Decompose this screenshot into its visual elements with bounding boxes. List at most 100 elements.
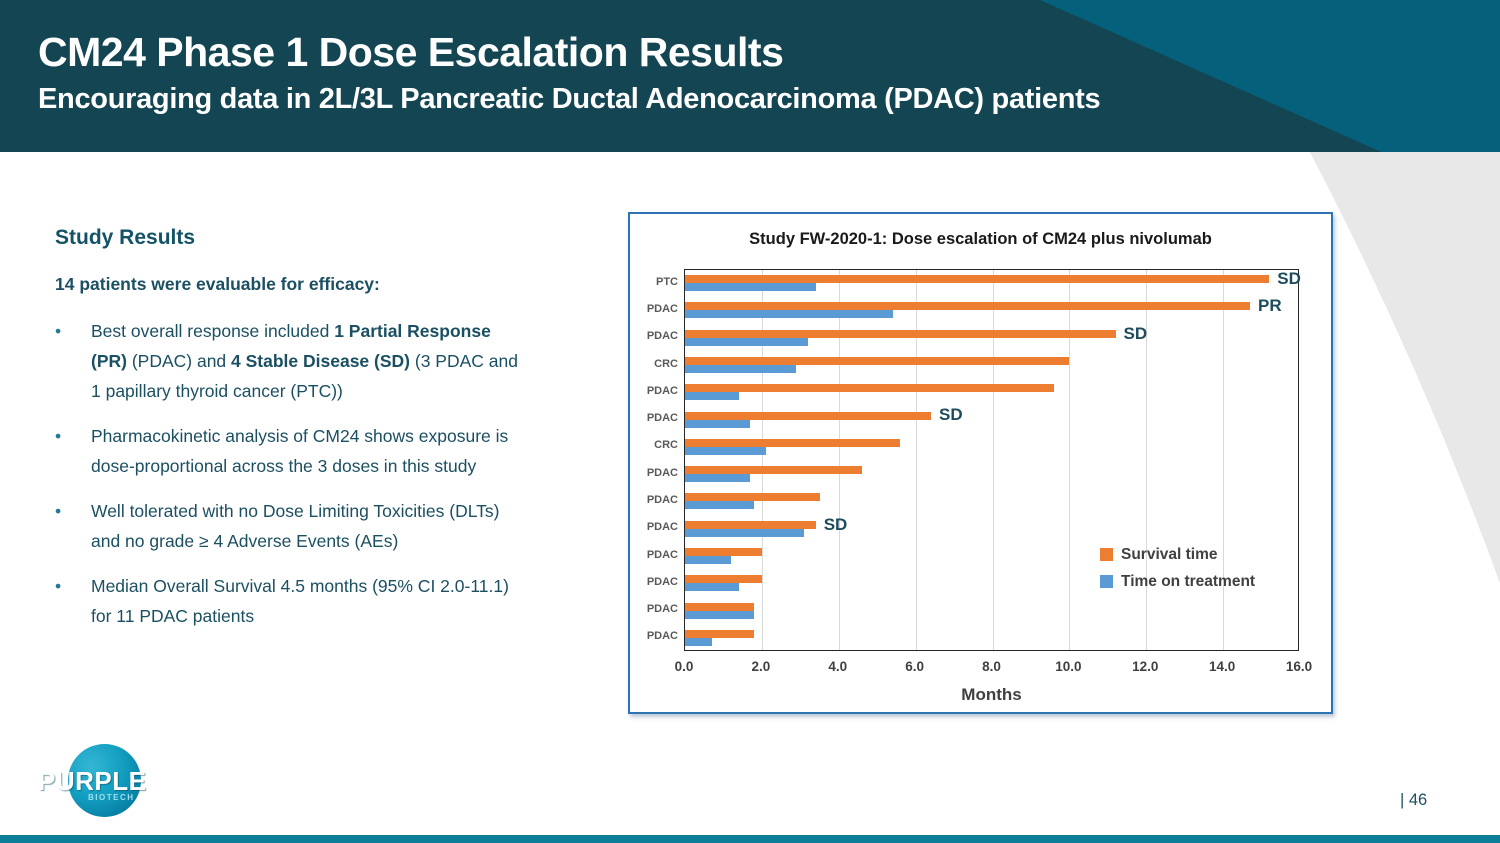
treatment-bar	[685, 556, 732, 565]
category-label: PDAC	[646, 603, 678, 616]
study-results-section: Study Results 14 patients were evaluable…	[55, 226, 560, 646]
response-annotation-sd: SD	[823, 514, 848, 534]
treatment-bar	[685, 419, 751, 428]
response-annotation-sd: SD	[1277, 269, 1301, 288]
treatment-bar	[685, 365, 797, 374]
category-label: PDAC	[646, 330, 678, 343]
treatment-bar	[685, 610, 755, 619]
survival-bar	[685, 602, 755, 611]
gridline	[1069, 270, 1071, 650]
treatment-bar	[685, 528, 805, 537]
x-axis-label: Months	[961, 685, 1022, 704]
survival-bar	[685, 384, 1054, 393]
company-logo: PURPLE BIOTECH	[38, 740, 198, 825]
survival-bar	[685, 329, 1116, 338]
survival-bar	[685, 575, 762, 584]
treatment-bar	[685, 637, 712, 646]
legend-entry: Survival time	[1100, 541, 1255, 568]
treatment-bar	[685, 446, 766, 455]
treatment-bar	[685, 310, 893, 319]
survival-bar	[685, 275, 1270, 284]
treatment-bar	[685, 583, 739, 592]
x-tick-label: 12.0	[1132, 659, 1159, 674]
response-annotation-sd: SD	[939, 405, 963, 425]
bullet-text: Pharmacokinetic analysis of CM24 shows e…	[91, 426, 509, 476]
gridline	[1146, 270, 1148, 650]
category-label: CRC	[654, 357, 678, 370]
bullet-list: • Best overall response included 1 Partia…	[55, 316, 560, 631]
bullet-dot: •	[55, 501, 62, 521]
gridline	[761, 270, 763, 650]
category-label: PTC	[656, 275, 678, 288]
slide-subtitle: Encouraging data in 2L/3L Pancreatic Duc…	[38, 83, 1101, 116]
x-tick-label: 2.0	[751, 659, 771, 674]
survival-bar	[685, 357, 1070, 366]
survival-bar	[685, 493, 820, 502]
plot-area: SD PR SD SD SD	[684, 269, 1301, 651]
category-label: PDAC	[646, 412, 678, 425]
category-label: PDAC	[646, 548, 678, 561]
survival-bar	[685, 302, 1251, 311]
bullet-item-4: • Median Overall Survival 4.5 months (95%…	[55, 571, 560, 631]
bullet-text: Median Overall Survival 4.5 months (95% …	[91, 576, 509, 626]
x-axis-ticks: 0.0 2.0 4.0 6.0 8.0 10.0 12.0 14.0 16.0	[675, 659, 1313, 679]
x-tick-label: 4.0	[828, 659, 848, 674]
category-label: PDAC	[646, 630, 678, 643]
category-label: PDAC	[646, 302, 678, 315]
survival-bar	[685, 411, 931, 420]
x-tick-label: 0.0	[674, 659, 694, 674]
category-label: PDAC	[646, 384, 678, 397]
gridline	[915, 270, 917, 650]
bullet-dot: •	[55, 426, 62, 446]
x-tick-label: 6.0	[905, 659, 925, 674]
category-label: CRC	[654, 439, 678, 452]
survival-bar	[685, 548, 762, 557]
bullet-dot: •	[55, 576, 62, 596]
category-label: PDAC	[646, 466, 678, 479]
bullet-dot: •	[55, 321, 62, 341]
response-annotation-pr: PR	[1258, 296, 1282, 316]
gridline	[1223, 270, 1225, 650]
gridline	[838, 270, 840, 650]
bullet-item-1: • Best overall response included 1 Partia…	[55, 316, 560, 406]
gridline	[992, 270, 994, 650]
section-heading: Study Results	[55, 226, 196, 249]
logo-brand-text: PURPLE	[38, 766, 147, 796]
page-number: | 46	[1400, 791, 1428, 809]
logo-circle-icon	[68, 744, 141, 817]
treatment-bar	[685, 474, 751, 483]
treatment-bar	[685, 392, 739, 401]
section-intro: 14 patients were evaluable for efficacy:	[55, 274, 380, 294]
header	[0, 0, 1500, 152]
survival-bar	[685, 629, 755, 638]
bullet-item-2: • Pharmacokinetic analysis of CM24 shows …	[55, 421, 560, 481]
treatment-bar	[685, 337, 808, 346]
chart-title: Study FW-2020-1: Dose escalation of CM24…	[749, 230, 1212, 248]
legend-label: Time on treatment	[1121, 572, 1256, 590]
survival-swatch-icon	[1100, 548, 1113, 561]
bullet-text: Best overall response included 1 Partial…	[91, 321, 518, 401]
bullet-text: Well tolerated with no Dose Limiting Tox…	[91, 501, 500, 551]
chart-legend: Survival time Time on treatment	[1100, 541, 1255, 595]
bullet-item-3: • Well tolerated with no Dose Limiting To…	[55, 496, 560, 556]
logo-sub-text: BIOTECH	[88, 793, 135, 802]
header-text: CM24 Phase 1 Dose Escalation Results Enc…	[38, 28, 1101, 116]
y-axis-category-labels: PTC PDAC PDAC CRC PDAC PDAC CRC PDAC PDAC PDAC PDA…	[630, 269, 678, 651]
bottom-accent-bar	[0, 835, 1500, 843]
legend-label: Survival time	[1121, 545, 1218, 563]
x-tick-label: 14.0	[1208, 659, 1236, 674]
x-tick-label: 16.0	[1285, 659, 1313, 674]
treatment-bar	[685, 501, 755, 510]
legend-entry: Time on treatment	[1100, 568, 1255, 595]
x-tick-label: 10.0	[1055, 659, 1082, 674]
category-label: PDAC	[646, 575, 678, 588]
survival-bar	[685, 520, 816, 529]
slide-title: CM24 Phase 1 Dose Escalation Results	[38, 29, 784, 75]
x-tick-label: 8.0	[982, 659, 1001, 674]
treatment-swatch-icon	[1100, 575, 1113, 588]
category-label: PDAC	[646, 493, 678, 506]
survival-bar	[685, 466, 862, 475]
chart-box: Study FW-2020-1: Dose escalation of CM24…	[628, 212, 1333, 714]
treatment-bar	[685, 283, 816, 292]
